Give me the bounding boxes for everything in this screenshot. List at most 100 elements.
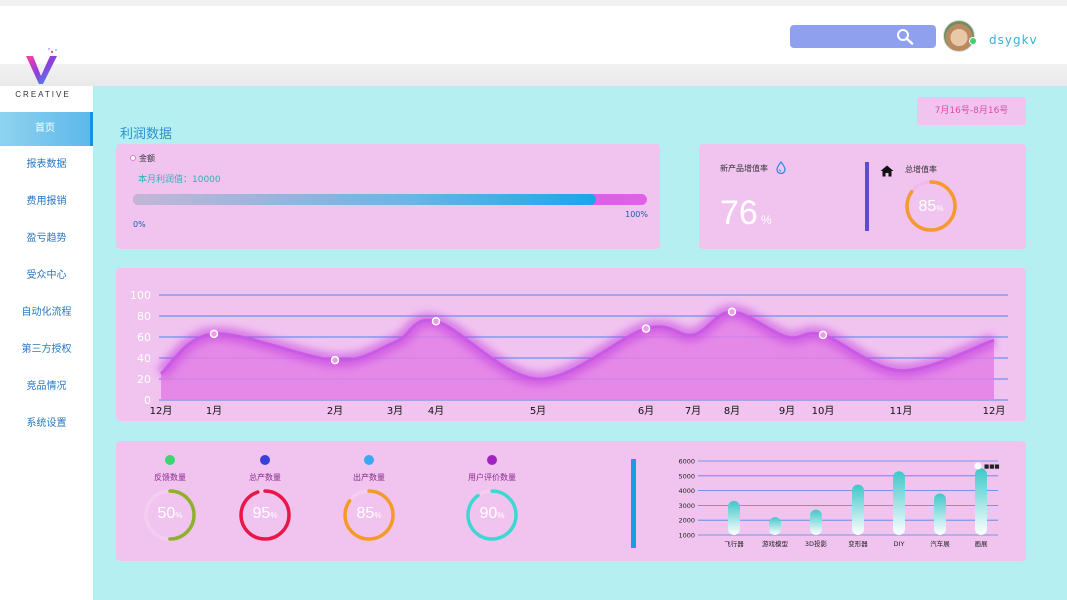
bar-y-tick: 3000 (678, 502, 695, 510)
legend-label: 金额 (139, 154, 155, 163)
logo-text: CREATIVE (15, 90, 71, 99)
trend-y-tick: 0 (144, 394, 151, 407)
stat-label: 反馈数量 (154, 473, 186, 482)
trend-marker[interactable] (330, 355, 340, 365)
sidebar-item-expenses[interactable]: 费用报销 (26, 196, 67, 207)
total-growth-ring (905, 180, 957, 232)
trend-x-tick: 12月 (983, 405, 1006, 417)
brand-logo[interactable]: CREATIVE (6, 48, 80, 108)
profit-progress-bar (133, 194, 647, 205)
stat-dot (364, 455, 374, 465)
profit-card: 金额 本月利润值：10000 100% 0% (116, 144, 660, 249)
stat-unit: % (270, 511, 278, 520)
stat-number: 85 (356, 505, 375, 522)
stat-ring (466, 489, 518, 541)
page-title: 利润数据 (120, 127, 173, 142)
stat-number: 90 (479, 505, 498, 522)
bar-y-tick: 5000 (678, 472, 695, 480)
trend-y-tick: 80 (137, 310, 151, 323)
trend-area-fill (161, 311, 994, 400)
trend-area-chart: 0 20 40 60 80 100 12月 1月 2月 3月 4月 5月 6月 7月 8月 9月 10月 11月… (130, 289, 1008, 417)
trend-marker[interactable] (431, 317, 441, 326)
home-icon (880, 162, 894, 181)
trend-y-tick: 40 (137, 352, 151, 365)
total-growth-unit: % (936, 204, 944, 213)
bar[interactable] (728, 500, 740, 535)
stat-value: 90% (464, 505, 520, 523)
username[interactable]: dsygkv (989, 33, 1038, 47)
total-growth-label: 总增值率 (905, 165, 937, 174)
trend-x-tick: 11月 (890, 405, 913, 417)
growth-divider (865, 162, 869, 231)
main-content: 7月16号-8月16号 利润数据 金额 本月利润值：10000 100% 0% … (93, 86, 1067, 600)
stat-value: 50% (142, 505, 198, 523)
trend-marker[interactable] (818, 330, 828, 340)
trend-x-tick: 5月 (530, 405, 546, 417)
bar[interactable] (934, 493, 946, 535)
total-growth-value: 85% (903, 198, 959, 216)
trend-marker[interactable] (641, 324, 651, 333)
bar[interactable] (975, 468, 987, 535)
stat-unit: % (497, 511, 505, 520)
trend-x-tick: 1月 (206, 405, 222, 417)
legend-dot (130, 155, 136, 161)
new-product-growth-number: 76 (720, 194, 758, 232)
bar[interactable] (769, 517, 781, 535)
stats-card: 反馈数量 50% 总产数量 95% 出产数量 85% 用户评价数量 90% 1000 2000 3… (116, 441, 1026, 561)
monthly-profit-label: 本月利润值：10000 (138, 175, 221, 185)
header-shadow (0, 64, 1067, 86)
bar-y-tick: 2000 (678, 517, 695, 525)
sidebar-item-audience[interactable]: 受众中心 (26, 270, 67, 281)
bar-x-tick: 飞行器 (724, 539, 744, 548)
stat-dot (487, 455, 497, 465)
sidebar: 首页 报表数据 费用报销 盈亏趋势 受众中心 自动化流程 第三方授权 竞品情况 … (0, 86, 93, 600)
profit-progress-fill (133, 194, 596, 205)
bar-y-tick: 4000 (678, 487, 695, 495)
search-icon[interactable] (896, 28, 914, 49)
stat-ring (239, 489, 291, 541)
bar[interactable] (893, 471, 905, 535)
sidebar-item-reports[interactable]: 报表数据 (26, 159, 67, 170)
water-drop-icon (776, 159, 786, 178)
trend-x-tick: 2月 (327, 405, 343, 417)
progress-min-label: 0% (133, 220, 146, 229)
sidebar-item-third-party[interactable]: 第三方授权 (21, 344, 72, 355)
stat-ring-arc (343, 489, 395, 541)
stat-ring-arc (466, 489, 518, 541)
stat-label: 出产数量 (353, 473, 385, 482)
trend-x-tick: 8月 (724, 405, 740, 417)
search-bar[interactable] (790, 25, 936, 48)
trend-x-tick: 4月 (428, 405, 444, 417)
bar[interactable] (810, 509, 822, 535)
trend-y-tick: 20 (137, 373, 151, 386)
avatar[interactable] (943, 20, 975, 52)
logo-v-icon (26, 48, 57, 84)
growth-card: 新产品增值率 76% 总增值率 85% (699, 144, 1026, 249)
total-growth-number: 85 (918, 198, 937, 215)
sidebar-item-automation[interactable]: 自动化流程 (21, 307, 72, 318)
sidebar-item-settings[interactable]: 系统设置 (26, 418, 67, 429)
bar-y-tick: 6000 (678, 458, 695, 466)
stat-number: 95 (252, 505, 271, 522)
stat-label: 用户评价数量 (468, 473, 516, 482)
sidebar-item-competitors[interactable]: 竞品情况 (26, 381, 67, 392)
stat-ring-arc (239, 489, 291, 541)
trend-x-tick: 3月 (387, 405, 403, 417)
stat-value: 85% (341, 505, 397, 523)
stat-unit: % (175, 511, 183, 520)
trend-x-tick: 10月 (812, 405, 835, 417)
trend-line (159, 310, 995, 381)
trend-x-tick: 9月 (779, 405, 795, 417)
new-product-growth-unit: % (760, 213, 772, 227)
sidebar-item-profit-trend[interactable]: 盈亏趋势 (26, 233, 67, 244)
sidebar-item-home[interactable]: 首页 (0, 112, 93, 146)
stat-value: 95% (237, 505, 293, 523)
trend-marker[interactable] (209, 329, 219, 339)
bar[interactable] (852, 484, 864, 535)
trend-x-tick: 12月 (150, 405, 173, 417)
trend-y-tick: 100 (130, 289, 151, 302)
trend-marker[interactable] (727, 307, 737, 317)
date-range-button[interactable]: 7月16号-8月16号 (917, 97, 1026, 125)
trend-x-tick: 6月 (638, 405, 654, 417)
bar-legend-label: ■■■ (984, 464, 1000, 470)
